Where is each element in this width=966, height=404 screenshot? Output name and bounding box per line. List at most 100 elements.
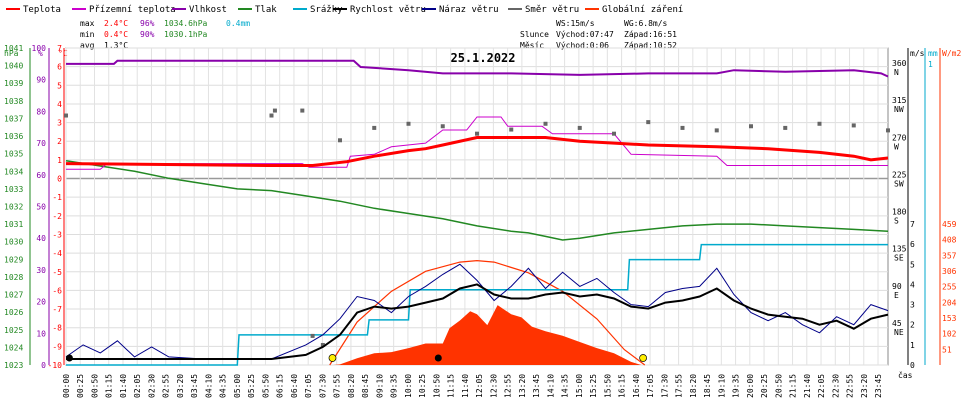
x-tick-label: 09:35: [390, 374, 399, 398]
x-tick-label: 08:45: [361, 374, 370, 398]
x-tick-label: 06:15: [276, 374, 285, 398]
x-tick-label: 06:40: [290, 374, 299, 398]
x-tick-label: 19:10: [717, 374, 726, 398]
pct-tick-label: 60: [36, 171, 46, 180]
temp-tick-label: -3: [52, 230, 62, 239]
x-tick-label: 10:50: [432, 374, 441, 398]
x-tick-label: 22:30: [831, 374, 840, 398]
x-axis-ticks: 00:00 00:25 00:50 01:15 01:40 02:05 02:30 02:55…: [62, 374, 883, 398]
dir-tick-label: 90: [892, 282, 902, 291]
x-tick-label: 00:00: [62, 374, 71, 398]
wind-dir-point: [714, 128, 719, 133]
temp-tick-label: 7: [57, 44, 62, 53]
x-tick-label: 20:50: [774, 374, 783, 398]
series-radiation-area: [66, 305, 888, 365]
series-pressure: [65, 159, 889, 241]
wind-dir-point: [680, 125, 685, 130]
rad-tick-label: 459: [942, 220, 957, 229]
stat-min-press: 1030.1hPa: [164, 30, 208, 39]
dir-compass-label: S: [894, 217, 899, 226]
dir-compass-label: SE: [894, 254, 904, 263]
legend-label-smer: Směr větru: [525, 5, 579, 15]
sunrise-marker: [328, 354, 337, 362]
dir-tick-label: 180: [892, 208, 907, 217]
temp-tick-label: 5: [57, 81, 62, 90]
pct-tick-label: 30: [36, 266, 46, 275]
stat-max-hum: 96%: [140, 19, 155, 28]
x-tick-label: 20:25: [760, 374, 769, 398]
series-rain: [66, 243, 888, 366]
x-tick-label: 14:35: [561, 374, 570, 398]
dir-compass-label: SW: [894, 179, 904, 188]
unit-mm: mm: [928, 49, 938, 58]
wind-dir-point: [372, 125, 377, 130]
wind-tick-label: 2: [910, 321, 915, 330]
stats-block: max 2.4°C 96% 1034.6hPa 0.4mm min 0.4°C …: [80, 19, 250, 50]
x-tick-label: 12:30: [489, 374, 498, 398]
x-tick-label: 18:20: [689, 374, 698, 398]
wind-tick-label: 3: [910, 301, 915, 310]
dir-compass-label: N: [894, 68, 899, 77]
unit-degc: °C: [58, 49, 68, 58]
wind-dir-point: [406, 121, 411, 126]
x-tick-label: 08:20: [347, 374, 356, 398]
stat-max-press: 1034.6hPa: [164, 19, 208, 28]
wind-dir-point: [886, 128, 890, 133]
legend: Teplota Přízemní teplota Vlhkost Tlak Sr…: [6, 5, 683, 15]
x-tick-label: 10:00: [404, 374, 413, 398]
temp-tick-label: 1: [57, 156, 62, 165]
sun-moon-info: WS:15m/s WG:6.8m/s Slunce Východ:07:47 Z…: [520, 19, 677, 50]
wind-dir-point: [320, 342, 325, 347]
wind-dir-point: [543, 121, 548, 126]
hpa-tick-label: 1025: [4, 326, 23, 335]
legend-label-tlak: Tlak: [255, 5, 277, 15]
hpa-tick-label: 1026: [4, 308, 23, 317]
dir-compass-label: NW: [894, 105, 904, 114]
temp-tick-label: -10: [48, 361, 63, 370]
x-tick-label: 12:05: [475, 374, 484, 398]
moonset-marker: [434, 354, 442, 362]
temp-tick-label: 4: [57, 100, 62, 109]
x-tick-label: 02:30: [147, 374, 156, 398]
pct-tick-label: 50: [36, 203, 46, 212]
x-tick-label: 02:05: [133, 374, 142, 398]
x-tick-label: 02:55: [162, 374, 171, 398]
wind-dir-point: [646, 120, 651, 125]
x-tick-label: 15:00: [575, 374, 584, 398]
hpa-tick-label: 1034: [4, 167, 23, 176]
hpa-tick-label: 1027: [4, 291, 23, 300]
hpa-tick-label: 1029: [4, 255, 23, 264]
temp-tick-label: -4: [52, 249, 62, 258]
wind-dir-point: [310, 333, 315, 338]
wind-dir-point: [338, 138, 342, 143]
hpa-tick-label: 1028: [4, 273, 23, 282]
temp-tick-label: -7: [52, 305, 62, 314]
wind-dir-point: [440, 124, 445, 129]
dir-tick-label: 360: [892, 59, 907, 68]
dir-compass-label: E: [894, 291, 899, 300]
x-tick-label: 16:40: [632, 374, 641, 398]
x-tick-label: 17:30: [660, 374, 669, 398]
x-tick-label: 03:20: [176, 374, 185, 398]
x-tick-label: 23:45: [874, 374, 883, 398]
dir-tick-label: 135: [892, 245, 907, 254]
x-tick-label: 01:15: [105, 374, 114, 398]
stat-min-temp: 0.4°C: [104, 30, 128, 39]
stat-min-label: min: [80, 30, 95, 39]
x-tick-label: 07:30: [318, 374, 327, 398]
wind-dir-point: [475, 131, 479, 136]
axes: -10-9-8-7-6-5-4-3-2-10123456710231024102…: [4, 44, 957, 370]
dir-tick-label: 45: [892, 319, 902, 328]
legend-label-srazky: Srážky: [310, 5, 343, 15]
sun-rise: Východ:07:47: [556, 30, 614, 39]
wind-dir-point: [269, 113, 274, 118]
pct-tick-label: 70: [36, 139, 46, 148]
series-wind-speed: [66, 283, 889, 360]
x-tick-label: 22:55: [846, 374, 855, 398]
x-tick-label: 11:40: [461, 374, 470, 398]
x-tick-label: 11:15: [447, 374, 456, 398]
x-tick-label: 19:35: [732, 374, 741, 398]
stat-min-hum: 90%: [140, 30, 155, 39]
wind-ws: WS:15m/s: [556, 19, 595, 28]
series-layer: [64, 59, 890, 366]
